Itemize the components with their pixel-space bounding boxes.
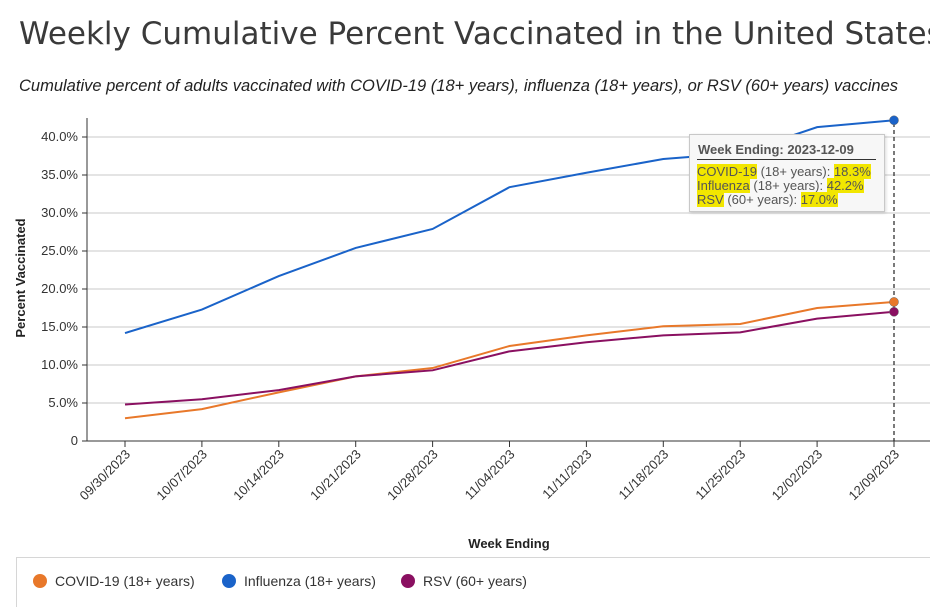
x-tick-label: 11/11/2023: [539, 447, 594, 502]
x-tick-label: 09/30/2023: [76, 447, 133, 504]
legend-label-covid: COVID-19 (18+ years): [55, 573, 195, 589]
x-tick-label: 11/18/2023: [615, 447, 671, 503]
tooltip-row-covid: COVID-19 (18+ years): 18.3%: [697, 164, 871, 179]
tooltip-heading: Week Ending: 2023-12-09: [698, 142, 854, 157]
y-tick-label: 20.0%: [41, 281, 78, 296]
y-tick-label: 5.0%: [48, 395, 78, 410]
tooltip-row-rsv: RSV (60+ years): 17.0%: [697, 192, 838, 207]
series-point-1[interactable]: [889, 297, 899, 307]
x-tick-label: 10/21/2023: [307, 447, 364, 504]
legend-item-rsv[interactable]: RSV (60+ years): [401, 573, 527, 589]
legend-item-influenza[interactable]: Influenza (18+ years): [222, 573, 376, 589]
y-tick-label: 10.0%: [41, 357, 78, 372]
y-tick-label: 0: [71, 433, 78, 448]
series-line-1[interactable]: [124, 300, 895, 420]
y-tick-label: 30.0%: [41, 205, 78, 220]
tooltip-row-influenza: Influenza (18+ years): 42.2%: [697, 178, 864, 193]
legend-marker-rsv: [401, 574, 415, 588]
x-axis-label: Week Ending: [468, 536, 549, 551]
chart-subtitle: Cumulative percent of adults vaccinated …: [19, 77, 899, 95]
chart-legend: COVID-19 (18+ years) Influenza (18+ year…: [16, 557, 930, 607]
x-tick-label: 12/02/2023: [769, 447, 826, 504]
series-line-2[interactable]: [124, 310, 895, 406]
y-axis: 0 5.0% 10.0% 15.0% 20.0% 25.0% 30.0% 35.0% 40.0%: [41, 118, 88, 448]
y-tick-label: 25.0%: [41, 243, 78, 258]
y-tick-label: 15.0%: [41, 319, 78, 334]
legend-marker-influenza: [222, 574, 236, 588]
series-point-0[interactable]: [889, 115, 899, 126]
legend-label-rsv: RSV (60+ years): [423, 573, 527, 589]
x-tick-label: 10/14/2023: [230, 447, 287, 504]
legend-item-covid[interactable]: COVID-19 (18+ years): [33, 573, 195, 589]
y-tick-label: 35.0%: [41, 167, 78, 182]
x-tick-label: 11/04/2023: [462, 447, 518, 503]
x-tick-label: 12/09/2023: [845, 447, 902, 504]
tooltip-divider: [697, 159, 876, 160]
hover-tooltip: Week Ending: 2023-12-09 COVID-19 (18+ ye…: [689, 134, 885, 212]
x-axis: 09/30/2023 10/07/2023 10/14/2023 10/21/2023…: [76, 440, 930, 504]
x-tick-label: 11/25/2023: [692, 447, 748, 503]
y-axis-label: Percent Vaccinated: [13, 218, 28, 337]
series-point-2[interactable]: [889, 307, 899, 317]
x-tick-label: 10/07/2023: [153, 447, 210, 504]
x-tick-label: 10/28/2023: [384, 447, 441, 504]
legend-label-influenza: Influenza (18+ years): [244, 573, 376, 589]
legend-marker-covid: [33, 574, 47, 588]
chart-title: Weekly Cumulative Percent Vaccinated in …: [19, 16, 930, 52]
y-tick-label: 40.0%: [41, 129, 78, 144]
